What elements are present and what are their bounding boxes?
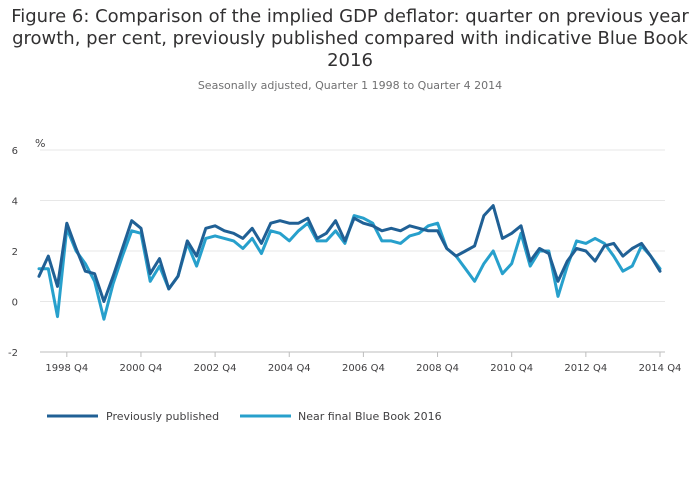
x-tick-label: 1998 Q4 (45, 363, 88, 374)
legend[interactable]: Previously published Near final Blue Boo… (47, 410, 442, 423)
x-tick-label: 2014 Q4 (639, 363, 682, 374)
x-axis-ticks: 1998 Q4 2000 Q4 2002 Q4 2004 Q4 2006 Q4 2008 … (45, 352, 681, 374)
chart-title-line: growth, per cent, previously published c… (12, 28, 688, 49)
legend-label-previously-published[interactable]: Previously published (106, 410, 219, 423)
y-tick-label: 6 (12, 146, 18, 157)
chart-title-line: Figure 6: Comparison of the implied GDP … (11, 6, 689, 27)
chart-title: Figure 6: Comparison of the implied GDP … (0, 6, 700, 72)
x-tick-label: 2012 Q4 (564, 363, 607, 374)
series-line-previously-published[interactable] (37, 204, 662, 303)
x-tick-label: 2006 Q4 (342, 363, 385, 374)
legend-label-near-final[interactable]: Near final Blue Book 2016 (298, 410, 442, 423)
y-tick-label: 2 (12, 247, 18, 258)
gridlines (40, 149, 665, 353)
x-tick-label: 2004 Q4 (268, 363, 311, 374)
x-tick-label: 2008 Q4 (416, 363, 459, 374)
y-axis-label: % (35, 137, 45, 150)
x-tick-label: 2002 Q4 (194, 363, 237, 374)
series-lines (37, 204, 662, 321)
y-tick-label: 0 (12, 298, 18, 309)
chart-title-line: 2016 (327, 50, 373, 71)
x-tick-label: 2000 Q4 (120, 363, 163, 374)
y-tick-label: -2 (8, 348, 18, 359)
y-tick-label: 4 (12, 197, 18, 208)
chart-subtitle: Seasonally adjusted, Quarter 1 1998 to Q… (197, 79, 503, 92)
y-axis-tick-labels: -2 0 2 4 6 (8, 146, 18, 359)
x-tick-label: 2010 Q4 (490, 363, 533, 374)
